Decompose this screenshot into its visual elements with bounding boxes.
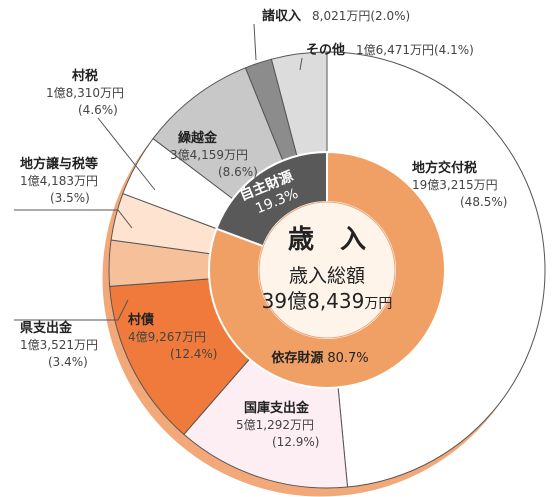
slice-name-label: 繰越金 (178, 130, 218, 146)
center-total: 39億8,439万円 (262, 289, 393, 313)
leader-line-4 (299, 57, 303, 71)
slice-amount-text: 1億6,471万円 (356, 43, 434, 57)
dependent-revenue-name: 依存財源 (271, 350, 323, 366)
dependent-revenue-label: 依存財源 80.7% (271, 350, 368, 366)
slice-percent-text: (4.1%) (434, 43, 474, 57)
slice-amount-text: 8,021万円 (312, 9, 370, 23)
slice-percent-label: (8.6%) (218, 165, 258, 179)
leader-lines (14, 23, 303, 321)
slice-percent-text: (2.0%) (370, 9, 410, 23)
slice-amount-label: 5億1,292万円 (236, 418, 314, 432)
slice-name-label: 国庫支出金 (244, 400, 310, 416)
leader-line-1 (14, 299, 129, 321)
center-total-main: 39億8,439 (262, 289, 365, 313)
slice-amount-label: 19億3,215万円 (412, 178, 498, 192)
label-kokko-shishutsukin: 国庫支出金 5億1,292万円 (12.9%) (236, 400, 319, 449)
slice-percent-label: (4.6%) (78, 103, 118, 117)
label-ken-shishutsukin: 県支出金 1億3,521万円 (3.4%) (20, 320, 98, 369)
outer-ring (108, 51, 546, 489)
dependent-revenue-percent: 80.7% (327, 351, 368, 366)
slice-amount-label: 1億6,471万円(4.1%) (356, 43, 474, 57)
label-shoshuunyuu: 諸収入 8,021万円(2.0%) (262, 8, 410, 24)
slice-name-label: 地方交付税 (412, 160, 477, 176)
center-total-unit: 万円 (364, 296, 392, 312)
leader-line-3 (253, 23, 257, 61)
slice-amount-label: 3億4,159万円 (170, 148, 248, 162)
leader-line-0 (14, 209, 133, 229)
label-chihou-jouyozei: 地方譲与税等 1億4,183万円 (3.5%) (20, 156, 98, 205)
slice-amount-label: 8,021万円(2.0%) (312, 9, 410, 23)
slice-name-label: 地方譲与税等 (20, 156, 98, 172)
slice-amount-label: 4億9,267万円 (128, 330, 206, 344)
label-sonsai: 村債 4億9,267万円 (12.4%) (128, 312, 217, 361)
label-sonzei: 村税 1億8,310万円 (4.6%) (46, 68, 124, 117)
slice-name-label: 県支出金 (20, 320, 73, 336)
slice-name-label: 諸収入 (262, 8, 301, 24)
label-chihou-koufuzei: 地方交付税 19億3,215万円 (48.5%) (412, 160, 507, 209)
slice-amount-label: 1億8,310万円 (46, 86, 124, 100)
slice-percent-label: (12.4%) (170, 347, 217, 361)
label-sonota: その他 1億6,471万円(4.1%) (306, 42, 474, 58)
slice-amount-label: 1億4,183万円 (20, 174, 98, 188)
slice-percent-label: (3.5%) (50, 191, 90, 205)
chart-title: 歳 入 (288, 225, 366, 255)
center-disc (258, 201, 396, 339)
leader-line-2 (97, 117, 156, 191)
slice-percent-label: (3.4%) (48, 355, 88, 369)
slice-amount-label: 1億3,521万円 (20, 338, 98, 352)
slice-name-label: その他 (306, 42, 345, 58)
slice-name-label: 村税 (72, 68, 98, 84)
slice-percent-label: (12.9%) (272, 435, 319, 449)
label-kurikoshikin: 繰越金 3億4,159万円 (8.6%) (170, 130, 258, 179)
slice-name-label: 村債 (128, 312, 154, 328)
center-label: 歳入総額 (289, 265, 365, 287)
slice-percent-label: (48.5%) (460, 195, 507, 209)
